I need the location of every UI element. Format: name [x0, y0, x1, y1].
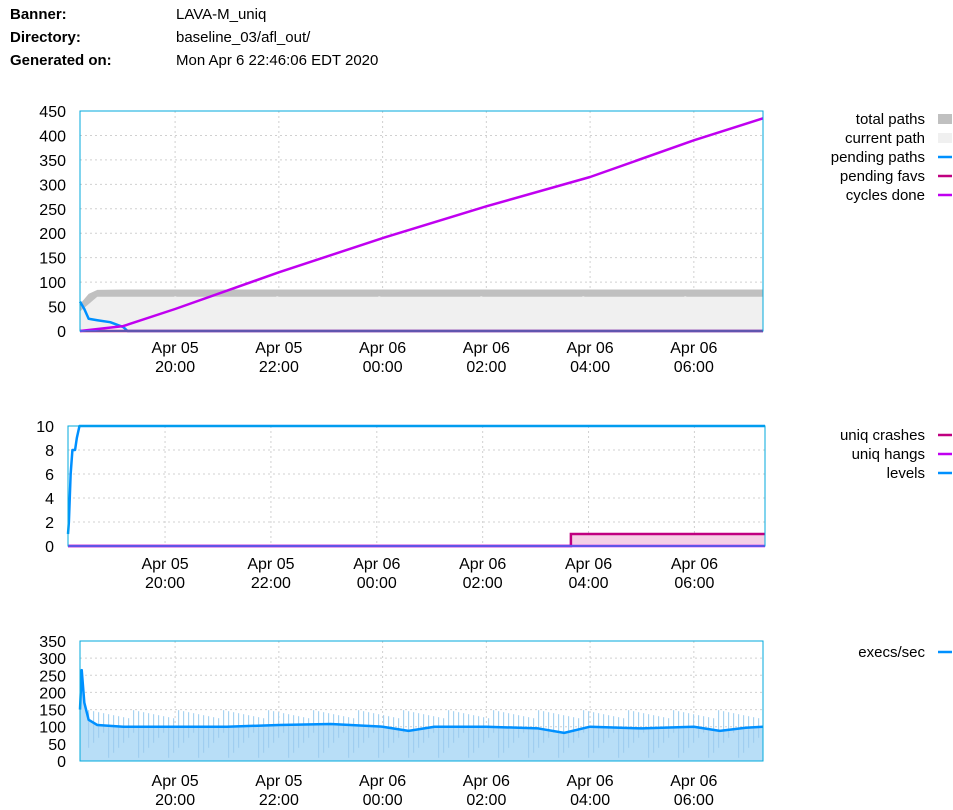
x-tick-date-label: Apr 05 [152, 340, 199, 357]
x-tick-date-label: Apr 05 [152, 773, 199, 790]
x-tick-time-label: 00:00 [363, 792, 403, 809]
y-tick-label: 6 [45, 467, 54, 484]
plot-frame [79, 110, 764, 332]
x-tick-time-label: 02:00 [466, 359, 506, 376]
x-tick-date-label: Apr 06 [670, 773, 717, 790]
x-tick-time-label: 22:00 [259, 792, 299, 809]
legend: uniq crashes uniq hangs levels [840, 427, 952, 482]
plot-frame [79, 640, 764, 762]
x-tick-time-label: 04:00 [570, 359, 610, 376]
generated-row: Generated on: Mon Apr 6 22:46:06 EDT 202… [10, 49, 378, 72]
y-tick-label: 100 [39, 720, 66, 737]
x-tick-date-label: Apr 06 [463, 340, 510, 357]
y-tick-label: 0 [57, 324, 66, 341]
y-tick-label: 0 [45, 539, 54, 556]
x-tick-date-label: Apr 05 [255, 773, 302, 790]
y-tick-label: 250 [39, 202, 66, 219]
levels-series [66, 424, 765, 535]
x-tick-time-label: 04:00 [569, 575, 609, 592]
legend-swatch-total-paths [938, 114, 952, 124]
plot-frame [67, 425, 766, 547]
x-tick-date-label: Apr 06 [567, 773, 614, 790]
x-tick-date-label: Apr 05 [255, 340, 302, 357]
x-tick-date-label: Apr 06 [359, 340, 406, 357]
y-tick-label: 150 [39, 703, 66, 720]
x-tick-time-label: 22:00 [251, 575, 291, 592]
x-tick-time-label: 20:00 [155, 359, 195, 376]
y-tick-label: 300 [39, 177, 66, 194]
y-tick-label: 250 [39, 668, 66, 685]
x-tick-time-label: 06:00 [674, 575, 714, 592]
legend: total paths current path pending paths pend… [831, 111, 952, 204]
x-tick-date-label: Apr 05 [141, 556, 188, 573]
x-tick-date-label: Apr 06 [671, 556, 718, 573]
x-tick-date-label: Apr 06 [359, 773, 406, 790]
x-tick-date-label: Apr 06 [567, 340, 614, 357]
x-tick-time-label: 22:00 [259, 359, 299, 376]
y-tick-label: 2 [45, 515, 54, 532]
current-path-series [80, 296, 763, 331]
directory-value: baseline_03/afl_out/ [176, 29, 311, 46]
y-tick-label: 4 [45, 491, 54, 508]
legend-label-pending-favs: pending favs [840, 168, 925, 185]
y-tick-label: 100 [39, 275, 66, 292]
directory-row: Directory: baseline_03/afl_out/ [10, 26, 378, 49]
x-tick-time-label: 00:00 [357, 575, 397, 592]
legend-label-execs-sec: execs/sec [858, 644, 925, 661]
crashes-levels-chart: 0 2 4 6 8 10 Apr 05 20:00 Apr 05 22:00 Apr 06 00:00… [36, 419, 952, 592]
y-tick-label: 300 [39, 651, 66, 668]
generated-label: Generated on: [10, 52, 112, 69]
y-tick-label: 350 [39, 153, 66, 170]
legend-label-uniq-crashes: uniq crashes [840, 427, 925, 444]
x-tick-time-label: 00:00 [363, 359, 403, 376]
cycles-done-series [79, 117, 764, 333]
y-tick-label: 450 [39, 104, 66, 121]
x-tick-date-label: Apr 06 [459, 556, 506, 573]
legend-label-uniq-hangs: uniq hangs [852, 446, 925, 463]
x-tick-time-label: 04:00 [570, 792, 610, 809]
x-tick-time-label: 02:00 [466, 792, 506, 809]
y-tick-label: 8 [45, 443, 54, 460]
generated-value: Mon Apr 6 22:46:06 EDT 2020 [176, 52, 379, 69]
legend-label-total-paths: total paths [856, 111, 925, 128]
banner-value: LAVA-M_uniq [176, 6, 267, 23]
uniq-crashes-fill [570, 534, 765, 546]
x-tick-time-label: 02:00 [463, 575, 503, 592]
y-tick-label: 10 [36, 419, 54, 436]
banner-label: Banner: [10, 6, 67, 23]
x-tick-time-label: 06:00 [674, 359, 714, 376]
y-tick-label: 50 [48, 300, 66, 317]
legend-label-pending-paths: pending paths [831, 149, 925, 166]
x-tick-date-label: Apr 06 [565, 556, 612, 573]
x-tick-date-label: Apr 06 [353, 556, 400, 573]
grid-lines [68, 425, 765, 547]
x-tick-time-label: 20:00 [155, 792, 195, 809]
y-tick-label: 0 [57, 754, 66, 771]
x-tick-date-label: Apr 06 [670, 340, 717, 357]
y-tick-label: 50 [48, 737, 66, 754]
legend-label-cycles-done: cycles done [846, 187, 925, 204]
y-tick-label: 200 [39, 685, 66, 702]
y-tick-label: 350 [39, 634, 66, 651]
legend-swatch-current-path [938, 133, 952, 143]
legend-label-levels: levels [887, 465, 925, 482]
report-header: Banner: LAVA-M_uniq Directory: baseline_… [10, 3, 378, 72]
x-tick-date-label: Apr 06 [463, 773, 510, 790]
legend: execs/sec [858, 644, 952, 661]
y-tick-label: 150 [39, 251, 66, 268]
directory-label: Directory: [10, 29, 81, 46]
paths-chart: 0 50 100 150 200 250 300 350 400 450 Apr 05 20:00 Ap… [39, 104, 952, 376]
legend-label-current-path: current path [845, 130, 925, 147]
execs-sec-series [78, 668, 764, 735]
x-tick-time-label: 06:00 [674, 792, 714, 809]
x-tick-date-label: Apr 05 [247, 556, 294, 573]
y-tick-label: 400 [39, 128, 66, 145]
y-tick-label: 200 [39, 226, 66, 243]
execs-sec-area [80, 670, 763, 761]
x-tick-time-label: 20:00 [145, 575, 185, 592]
banner-row: Banner: LAVA-M_uniq [10, 3, 378, 26]
